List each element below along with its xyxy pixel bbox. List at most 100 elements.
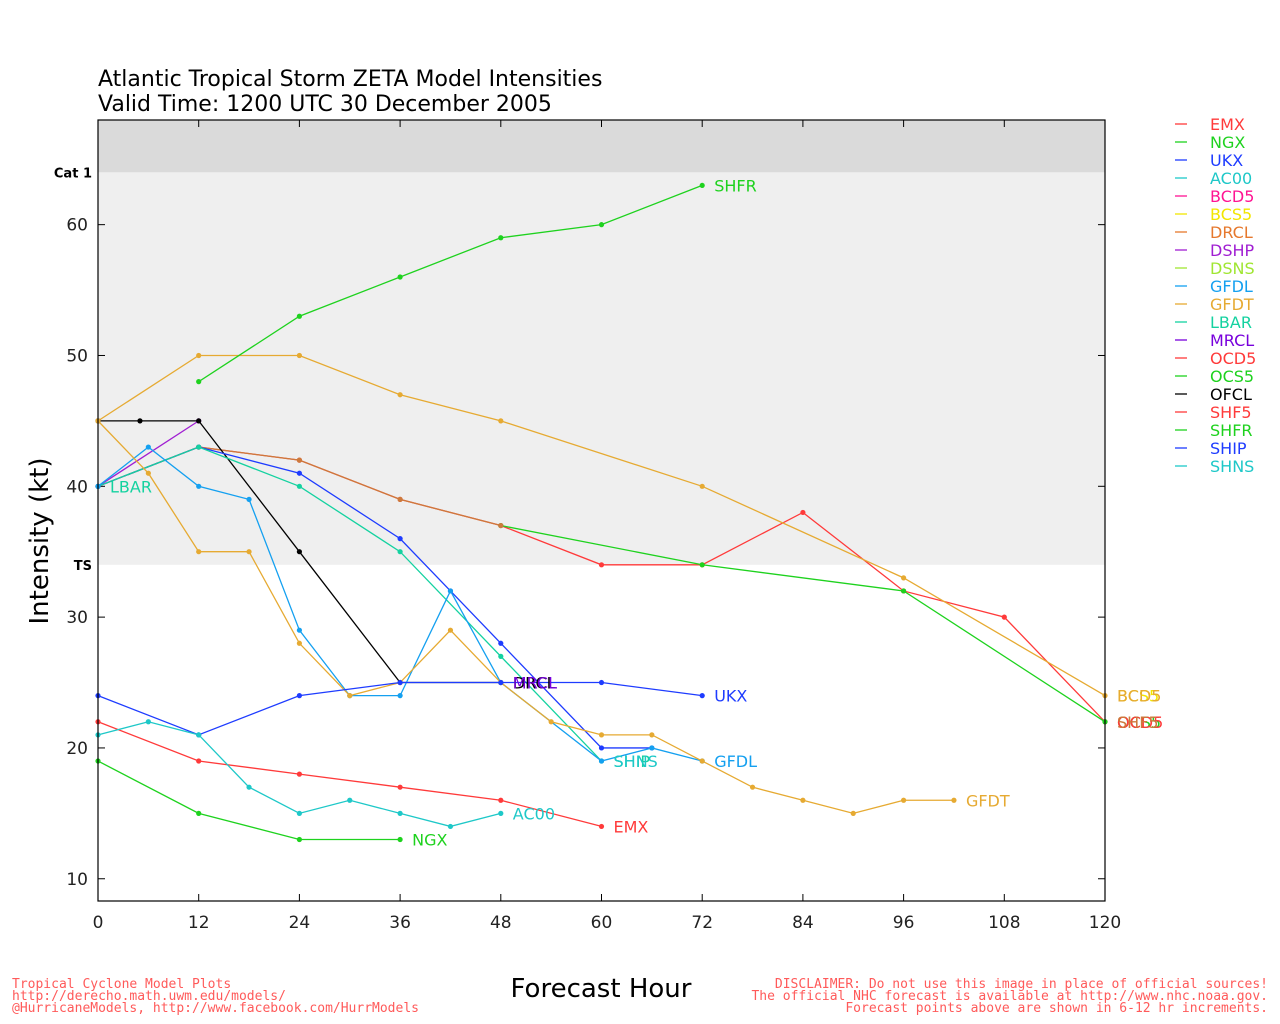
- series-line-gfdl: [97, 446, 703, 762]
- y-tick-label: 50: [66, 346, 88, 366]
- data-point-bcs5: [397, 392, 403, 398]
- data-point-gfdt: [548, 719, 554, 725]
- y-tick-label: 40: [66, 477, 88, 497]
- data-point-emx: [598, 823, 605, 830]
- x-tick-label: 36: [389, 913, 411, 933]
- legend-item-mrcl: MRCL: [1210, 331, 1254, 350]
- series-line-dshp: [97, 420, 200, 487]
- legend-item-shf5: SHF5: [1210, 403, 1252, 422]
- data-point-ngx: [397, 836, 403, 843]
- y-tick-label: 60: [66, 216, 88, 236]
- end-label-ocd5: OCD5: [1117, 713, 1163, 732]
- data-point-emx: [296, 771, 302, 777]
- data-point-gfdt: [598, 732, 605, 738]
- data-point-gfdl: [145, 444, 151, 450]
- data-point-gfdl: [397, 693, 403, 699]
- data-point-ship: [498, 640, 504, 646]
- data-point-lbar: [498, 653, 504, 659]
- data-point-ac00: [296, 810, 302, 816]
- band-label-ts: TS: [74, 559, 92, 574]
- plot-frame: [97, 119, 1106, 902]
- data-point-bcs5: [699, 483, 705, 489]
- data-point-shfr: [196, 379, 202, 385]
- legend-item-bcd5: BCD5: [1210, 187, 1254, 206]
- data-point-ship: [296, 470, 302, 476]
- data-point-emx: [498, 797, 504, 803]
- data-point-shf5: [800, 509, 806, 516]
- band-cat-1: [98, 120, 1105, 173]
- series-line-emx: [97, 721, 602, 828]
- data-point-gfdt: [347, 693, 353, 699]
- series-gfdt: [95, 418, 957, 816]
- end-labels: SHFR DRCL SHIP GFDL GFDT UKX EMX AC00 NGX LBAR MRC…: [110, 176, 1163, 849]
- end-label-ac00: AC00: [513, 804, 555, 823]
- footer-left-line-2: http://derecho.math.uwm.edu/models/: [12, 989, 286, 1004]
- legend-item-ngx: NGX: [1210, 133, 1245, 152]
- data-point-gfdt: [699, 758, 705, 764]
- data-point-gfdl: [649, 745, 655, 751]
- data-point-bcs5: [196, 352, 202, 359]
- series-ngx: [95, 758, 403, 843]
- series-line-ngx: [97, 760, 401, 841]
- data-point-gfdt: [951, 797, 957, 803]
- end-label-shfr: SHFR: [714, 176, 757, 195]
- legend-item-dshp: DSHP: [1210, 241, 1255, 260]
- legend-item-lbar: LBAR: [1210, 313, 1252, 332]
- legend-item-dsns: DSNS: [1210, 259, 1255, 278]
- end-label-shf5: SHF5: [1117, 713, 1159, 732]
- data-point-gfdt: [901, 797, 907, 803]
- series-ocs5: [498, 522, 1108, 725]
- x-tick-label: 24: [289, 913, 311, 933]
- x-tick-label: 120: [1089, 913, 1121, 933]
- band-label-cat-1: Cat 1: [54, 166, 92, 181]
- footer-left: Tropical Cyclone Model Plots http://dere…: [12, 977, 419, 1016]
- data-point-gfdt: [145, 470, 151, 476]
- end-label-bcs5: BCS5: [1117, 687, 1159, 706]
- data-point-ocs5: [901, 588, 907, 594]
- legend-item-ukx: UKX: [1210, 151, 1243, 170]
- series-emx: [95, 719, 605, 830]
- data-point-ship: [397, 536, 403, 542]
- series-line-gfdt: [97, 420, 954, 815]
- series-line-bcs5: [97, 354, 1106, 697]
- data-point-ukx: [296, 693, 302, 699]
- data-point-shf5: [598, 562, 605, 568]
- data-point-bcs5: [498, 418, 504, 424]
- legend-item-shns: SHNS: [1210, 457, 1254, 476]
- x-tick-label: 72: [691, 913, 713, 933]
- series-ac00: [95, 719, 504, 830]
- footer-right-line-3: Forecast points above are shown in 6-12 …: [845, 1001, 1268, 1016]
- end-label-gfdt: GFDT: [966, 791, 1010, 810]
- data-point-ac00: [397, 810, 403, 816]
- data-point-lbar: [296, 483, 302, 489]
- data-point-shfr: [699, 182, 705, 189]
- chart-title: Atlantic Tropical Storm ZETA Model Inten…: [98, 67, 602, 92]
- data-point-gfdt: [850, 810, 856, 816]
- data-point-lbar: [196, 444, 202, 450]
- legend-item-ofcl: OFCL: [1210, 385, 1252, 404]
- legend: EMXNGXUKXAC00BCD5BCS5DRCLDSHPDSNSGFDLGFD…: [1175, 115, 1256, 476]
- legend-item-drcl: DRCL: [1210, 223, 1253, 242]
- data-point-gfdt: [447, 627, 454, 633]
- series-shfr: [196, 182, 705, 385]
- end-label-ship: SHIP: [614, 752, 651, 771]
- data-point-bcs5: [901, 575, 907, 581]
- y-tick-label: 10: [66, 870, 88, 890]
- data-point-shfr: [498, 235, 504, 241]
- x-tick-label: 96: [893, 913, 915, 933]
- band-ts: [98, 172, 1105, 565]
- series-line-ocs5: [500, 524, 1106, 723]
- data-point-gfdt: [749, 784, 756, 790]
- data-point-ofcl: [196, 418, 202, 424]
- data-point-shfr: [296, 313, 302, 319]
- data-point-ac00: [447, 823, 454, 830]
- data-point-ac00: [347, 797, 353, 803]
- data-point-drcl: [397, 496, 403, 502]
- data-point-gfdt: [246, 549, 252, 555]
- data-point-bcs5: [296, 352, 302, 359]
- data-point-gfdt: [649, 732, 655, 738]
- data-point-ac00: [145, 719, 151, 725]
- data-point-emx: [397, 784, 403, 790]
- chart-subtitle: Valid Time: 1200 UTC 30 December 2005: [98, 92, 552, 117]
- x-tick-label: 48: [490, 913, 512, 933]
